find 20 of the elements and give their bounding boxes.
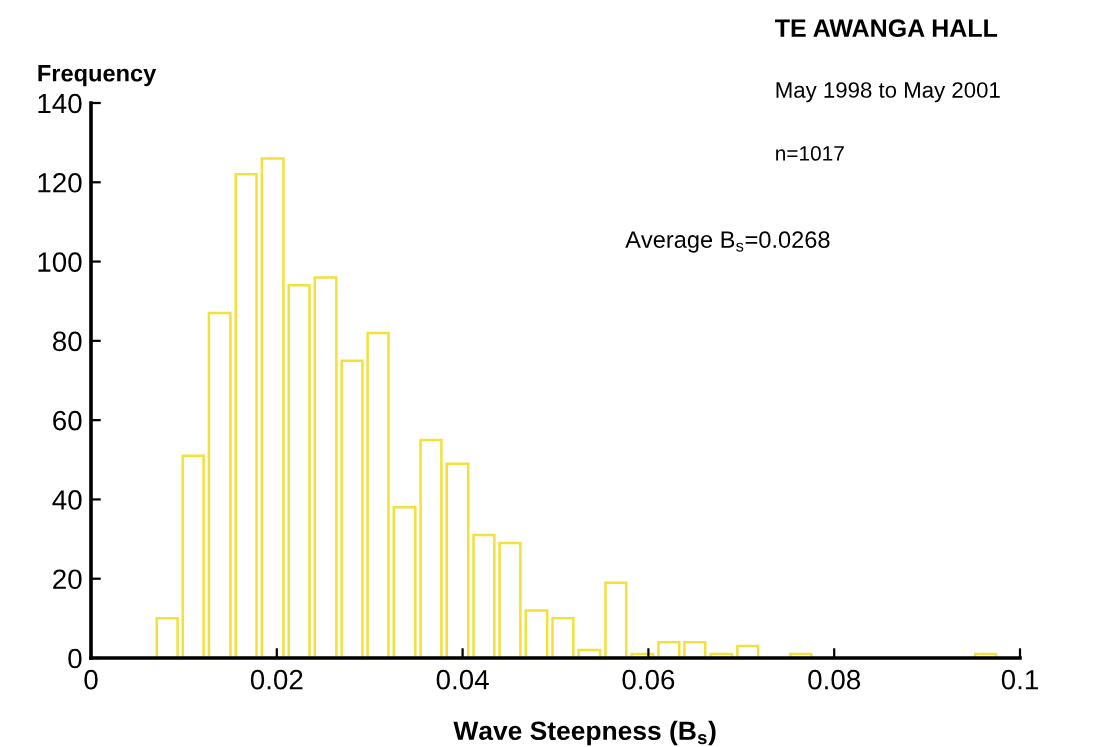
y-tick-label: 40 (52, 490, 82, 510)
y-tick-label: 100 (38, 252, 82, 272)
x-axis-title: Wave Steepness (B$_{s}$) (453, 720, 716, 746)
y-tick-label: 20 (53, 569, 82, 590)
annotation: n=1017 (776, 146, 844, 161)
x-tick-label: 0.1 (1001, 669, 1038, 690)
x-tick-label: 0.08 (808, 669, 861, 690)
x-tick-label: 0.06 (622, 669, 675, 690)
y-tick-label: 120 (38, 172, 82, 193)
chart-title: TE AWANGA HALL (775, 19, 998, 38)
x-tick-label: 0.04 (436, 669, 489, 690)
y-tick-label: 80 (52, 331, 82, 352)
y-tick-label: 60 (53, 410, 82, 431)
y-tick-label: 140 (38, 93, 82, 114)
annotation: Average B$_{s}$=0.0268 (625, 231, 830, 253)
x-tick-label: 0 (84, 669, 98, 690)
y-tick-label: 0 (68, 648, 82, 669)
y-axis-title: Frequency (38, 65, 157, 87)
x-tick-label: 0.02 (250, 669, 303, 690)
chart-subtitle: May 1998 to May 2001 (776, 82, 1000, 103)
